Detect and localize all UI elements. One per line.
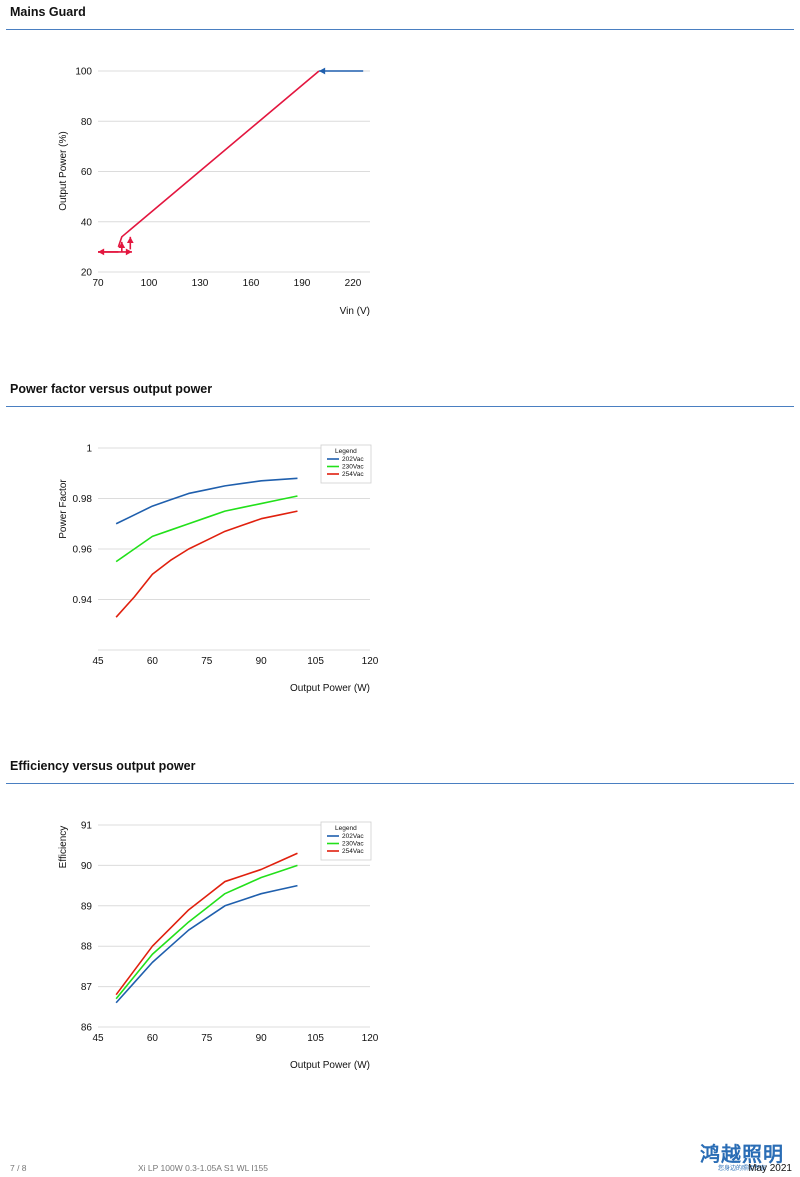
x-axis-label: Output Power (W) — [290, 1060, 370, 1071]
y-tick-label: 0.94 — [73, 595, 93, 606]
y-axis-label: Power Factor — [58, 479, 69, 539]
logo-subtitle: 您身边的照明专家 — [717, 1166, 766, 1172]
series-line-230vac — [115, 495, 298, 563]
x-tick-label: 45 — [92, 656, 104, 667]
legend-entry: 230Vac — [342, 464, 364, 471]
y-tick-label: 89 — [81, 901, 93, 912]
x-axis-label: Vin (V) — [340, 306, 370, 317]
series-line-230vac — [115, 864, 298, 1000]
legend-title: Legend — [335, 448, 357, 455]
series-line — [117, 70, 320, 248]
series-line-202vac — [115, 884, 298, 1004]
y-tick-label: 87 — [81, 982, 93, 993]
legend-entry: 202Vac — [342, 456, 364, 463]
x-tick-label: 90 — [256, 656, 268, 667]
product-name: Xi LP 100W 0.3-1.05A S1 WL I155 — [138, 1163, 268, 1173]
x-tick-label: 190 — [294, 278, 311, 289]
section-divider — [6, 406, 794, 407]
legend-entry: 230Vac — [342, 841, 364, 848]
legend-box — [320, 821, 372, 861]
y-tick-label: 86 — [81, 1023, 93, 1034]
power-factor-chart: 0.94 0.96 0.98 1 45 60 75 90 105 120 Output Power … — [58, 444, 379, 695]
logo: 鸿越照明 您身边的照明专家 — [692, 1143, 792, 1173]
section-title-power-factor: Power factor versus output power — [10, 382, 213, 396]
efficiency-chart: 86 87 88 89 90 91 45 60 75 90 105 120 Output Power (… — [58, 821, 379, 1072]
legend-box — [320, 444, 372, 484]
x-tick-label: 105 — [307, 1033, 324, 1044]
x-tick-label: 70 — [92, 278, 104, 289]
x-tick-label: 90 — [256, 1033, 268, 1044]
x-tick-label: 105 — [307, 656, 324, 667]
y-tick-label: 100 — [75, 67, 92, 78]
x-tick-label: 100 — [141, 278, 158, 289]
legend-entry: 254Vac — [342, 471, 364, 478]
x-tick-label: 220 — [345, 278, 362, 289]
mains-guard-chart: 20 40 60 80 100 70 100 130 160 190 220 Vin (V) Outpu… — [58, 67, 370, 317]
x-tick-label: 60 — [147, 656, 159, 667]
arrow-head — [125, 248, 132, 256]
x-tick-label: 120 — [362, 656, 379, 667]
legend-title: Legend — [335, 825, 357, 832]
logo-text: 鸿越照明 — [700, 1142, 784, 1166]
y-tick-label: 80 — [81, 117, 93, 128]
y-axis-label: Efficiency — [58, 826, 69, 869]
y-tick-label: 0.96 — [73, 545, 93, 556]
x-tick-label: 75 — [201, 1033, 213, 1044]
x-tick-label: 75 — [201, 656, 213, 667]
series-line-202vac — [115, 477, 298, 525]
section-title-efficiency: Efficiency versus output power — [10, 759, 196, 773]
y-tick-label: 20 — [81, 268, 93, 279]
x-axis-label: Output Power (W) — [290, 683, 370, 694]
y-tick-label: 40 — [81, 217, 93, 228]
y-axis-label: Output Power (%) — [58, 131, 69, 210]
series-line-254vac — [115, 852, 298, 996]
footer-date: May 2021 — [748, 1163, 792, 1174]
y-tick-label: 90 — [81, 861, 93, 872]
section-divider — [6, 29, 794, 30]
y-tick-label: 0.98 — [73, 494, 93, 505]
series-line-254vac — [115, 510, 298, 618]
y-tick-label: 60 — [81, 167, 93, 178]
x-tick-label: 45 — [92, 1033, 104, 1044]
legend-entry: 254Vac — [342, 848, 364, 855]
x-tick-label: 130 — [192, 278, 209, 289]
arrow-head — [319, 67, 326, 75]
x-tick-label: 160 — [243, 278, 260, 289]
arrow-head — [118, 241, 126, 248]
legend-entry: 202Vac — [342, 833, 364, 840]
y-tick-label: 91 — [81, 821, 93, 832]
y-tick-label: 1 — [86, 444, 92, 455]
page-number: 7 / 8 — [10, 1163, 27, 1173]
section-divider — [6, 783, 794, 784]
section-title-mains-guard: Mains Guard — [10, 5, 86, 19]
x-tick-label: 120 — [362, 1033, 379, 1044]
y-tick-label: 88 — [81, 942, 93, 953]
arrow-head — [126, 236, 134, 243]
x-tick-label: 60 — [147, 1033, 159, 1044]
